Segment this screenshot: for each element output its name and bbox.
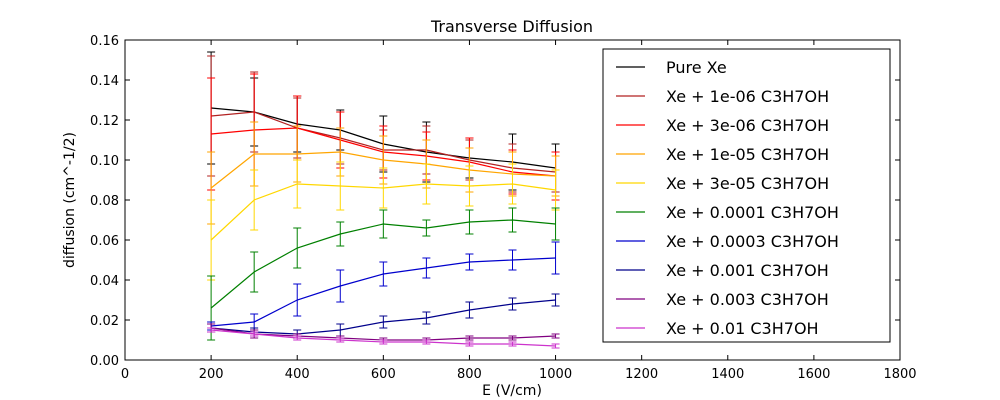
x-tick-label: 0 bbox=[121, 367, 129, 382]
legend-label: Xe + 1e-05 C3H7OH bbox=[666, 145, 829, 164]
series-line bbox=[210, 219, 556, 309]
x-axis-title: E (V/cm) bbox=[482, 383, 542, 399]
legend-label: Xe + 0.0003 C3H7OH bbox=[666, 232, 839, 251]
y-tick-label: 0.08 bbox=[90, 194, 119, 209]
y-tick-label: 0.02 bbox=[90, 314, 119, 329]
legend-label: Xe + 3e-05 C3H7OH bbox=[666, 174, 829, 193]
legend-label: Xe + 1e-06 C3H7OH bbox=[666, 87, 829, 106]
x-axis: 0 200 400 600 800 1000 1200 1400 1600 1800 bbox=[121, 40, 917, 382]
series-line bbox=[210, 183, 556, 241]
y-tick-label: 0.00 bbox=[90, 354, 119, 369]
legend-label: Xe + 0.001 C3H7OH bbox=[666, 261, 829, 280]
y-axis: 0.00 0.02 0.04 0.06 0.08 0.10 0.12 0.14 0.16 bbox=[90, 34, 900, 369]
series-line bbox=[211, 257, 556, 327]
legend-label: Xe + 0.01 C3H7OH bbox=[666, 319, 819, 338]
x-tick-label: 1400 bbox=[711, 367, 744, 382]
legend-label: Xe + 0.0001 C3H7OH bbox=[666, 203, 839, 222]
x-tick-label: 800 bbox=[457, 367, 482, 382]
legend-label: Xe + 0.003 C3H7OH bbox=[666, 290, 829, 309]
legend: Pure Xe Xe + 1e-06 C3H7OH Xe + 3e-06 C3H7O… bbox=[602, 48, 891, 343]
legend-label: Xe + 3e-06 C3H7OH bbox=[666, 116, 829, 135]
x-tick-label: 1600 bbox=[797, 367, 830, 382]
x-tick-label: 400 bbox=[285, 367, 310, 382]
y-tick-label: 0.14 bbox=[90, 74, 119, 89]
x-tick-label: 1800 bbox=[883, 367, 916, 382]
y-axis-title: diffusion (cm^-1/2) bbox=[62, 132, 78, 268]
y-tick-label: 0.16 bbox=[90, 34, 119, 49]
series-layer bbox=[207, 51, 560, 349]
series-group bbox=[207, 327, 560, 349]
y-tick-label: 0.10 bbox=[90, 154, 119, 169]
x-tick-label: 1000 bbox=[539, 367, 572, 382]
series-group bbox=[207, 159, 560, 281]
legend-box bbox=[602, 48, 891, 343]
x-tick-label: 600 bbox=[371, 367, 396, 382]
series-line bbox=[211, 329, 556, 347]
series-line bbox=[211, 299, 556, 335]
y-tick-label: 0.12 bbox=[90, 114, 119, 129]
chart-title: Transverse Diffusion bbox=[430, 17, 593, 36]
y-tick-label: 0.04 bbox=[90, 274, 119, 289]
legend-label: Pure Xe bbox=[666, 58, 727, 77]
series-line bbox=[210, 151, 556, 189]
x-tick-label: 1200 bbox=[625, 367, 658, 382]
y-tick-label: 0.06 bbox=[90, 234, 119, 249]
x-tick-label: 200 bbox=[199, 367, 224, 382]
